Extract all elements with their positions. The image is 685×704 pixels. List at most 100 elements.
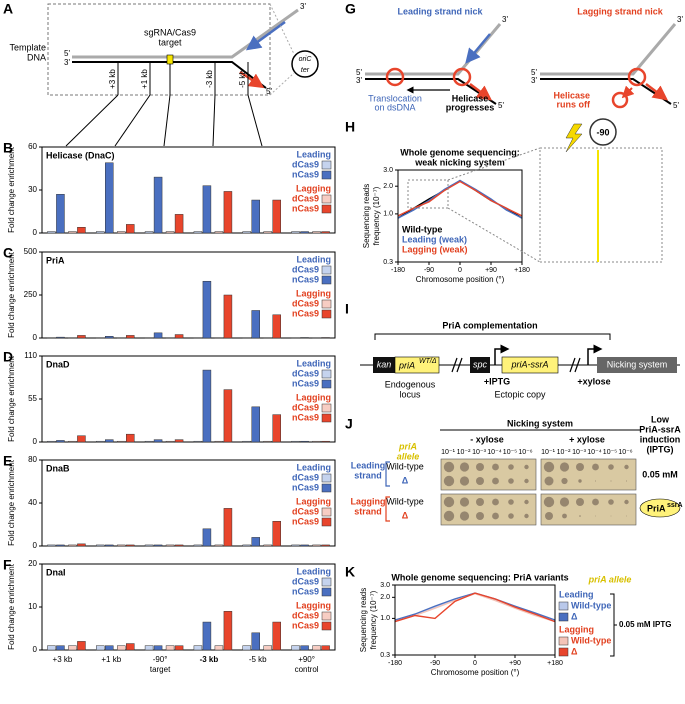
- dashed-box: [47, 3, 271, 96]
- bar: [202, 280, 212, 339]
- legend-swatch: [321, 160, 332, 170]
- label: 10⁻³: [572, 449, 586, 456]
- label: -180: [388, 660, 402, 667]
- bar: [251, 310, 260, 339]
- label: 80: [28, 455, 37, 464]
- bar: [144, 645, 154, 651]
- bar: [202, 528, 212, 547]
- label: 0: [33, 333, 38, 342]
- bolt: [565, 123, 583, 153]
- label: Leading: [296, 358, 331, 368]
- ssra-box: [501, 356, 559, 374]
- series-line: [394, 592, 556, 623]
- bar: [56, 544, 65, 547]
- helicase: [385, 67, 405, 87]
- bar: [300, 645, 309, 651]
- label: 0: [458, 267, 462, 274]
- label: 10⁻⁶: [518, 449, 532, 456]
- bar: [96, 544, 105, 547]
- target-site: [166, 54, 174, 65]
- nicking-box: [597, 357, 677, 373]
- bar: [223, 191, 233, 234]
- bar: [105, 645, 114, 651]
- colony-spot: [624, 499, 629, 505]
- label: PriA-ssrA: [639, 424, 681, 434]
- label: +3 kb: [108, 69, 117, 89]
- label: 500: [24, 247, 38, 256]
- label: nCas9: [292, 620, 319, 630]
- bar: [47, 440, 56, 443]
- label: Fold change enrichment: [7, 355, 16, 442]
- label: 3': [531, 76, 537, 85]
- bar: [117, 231, 126, 234]
- colony-spot: [559, 462, 570, 472]
- colony-spot: [492, 463, 499, 471]
- bar: [68, 231, 77, 234]
- label: 10: [28, 602, 37, 611]
- label: I: [345, 301, 349, 317]
- label: Lagging: [296, 392, 331, 402]
- bar: [251, 406, 260, 443]
- label: Wild-type: [571, 635, 611, 645]
- colony-spot: [492, 512, 499, 520]
- label: kan: [377, 359, 392, 369]
- colony-spot: [459, 497, 470, 507]
- plate: [440, 458, 537, 491]
- colony-spot: [443, 475, 455, 487]
- label: 0.05 mM: [642, 469, 678, 479]
- legend-swatch: [321, 299, 332, 309]
- label: Leading (weak): [402, 234, 467, 244]
- bar: [117, 440, 126, 443]
- zoom-box: [407, 179, 449, 209]
- label: +180: [514, 267, 530, 274]
- bar: [56, 194, 65, 234]
- colony-spot: [592, 498, 599, 506]
- label: Chromosome position (°): [416, 275, 505, 284]
- label: 250: [24, 290, 38, 299]
- bar: [144, 544, 154, 547]
- label: strand: [354, 506, 382, 516]
- legend-swatch: [321, 170, 332, 180]
- bar: [126, 544, 135, 547]
- label: nCas9: [292, 274, 319, 284]
- label: PriA complementation: [442, 320, 537, 330]
- label: 10⁻²: [457, 449, 471, 456]
- label: progresses: [446, 102, 495, 112]
- label: Helicase: [553, 90, 590, 100]
- label: dCas9: [292, 576, 319, 586]
- label: -5 kb: [238, 70, 247, 88]
- line: [385, 461, 390, 487]
- label: nCas9: [292, 586, 319, 596]
- label: nCas9: [292, 169, 319, 179]
- clock: [589, 118, 617, 146]
- label: 10⁻¹: [441, 449, 455, 456]
- bar: [126, 643, 135, 651]
- series-line: [394, 592, 556, 623]
- line: [365, 23, 502, 76]
- helicase: [452, 67, 472, 87]
- label: PriA: [647, 503, 666, 513]
- bar: [56, 645, 65, 651]
- label: 60: [28, 142, 37, 151]
- bar: [144, 440, 154, 443]
- bar: [300, 231, 309, 234]
- label: C: [3, 245, 13, 261]
- label: 0: [473, 660, 477, 667]
- legend-swatch: [321, 309, 332, 319]
- bar: [117, 544, 126, 547]
- colony-spot: [561, 477, 568, 485]
- bar: [174, 334, 184, 339]
- colony-spot: [508, 513, 514, 519]
- colony-spot: [524, 464, 529, 470]
- label: -90: [424, 267, 434, 274]
- pria-box: [394, 356, 440, 374]
- colony-spot: [543, 461, 555, 473]
- legend-swatch: [321, 275, 332, 285]
- label: Leading: [559, 589, 594, 599]
- label: 5': [356, 68, 362, 77]
- label: Δ: [402, 475, 409, 485]
- label: +90: [485, 267, 497, 274]
- colony-spot: [545, 512, 553, 520]
- label: Lagging: [296, 183, 331, 193]
